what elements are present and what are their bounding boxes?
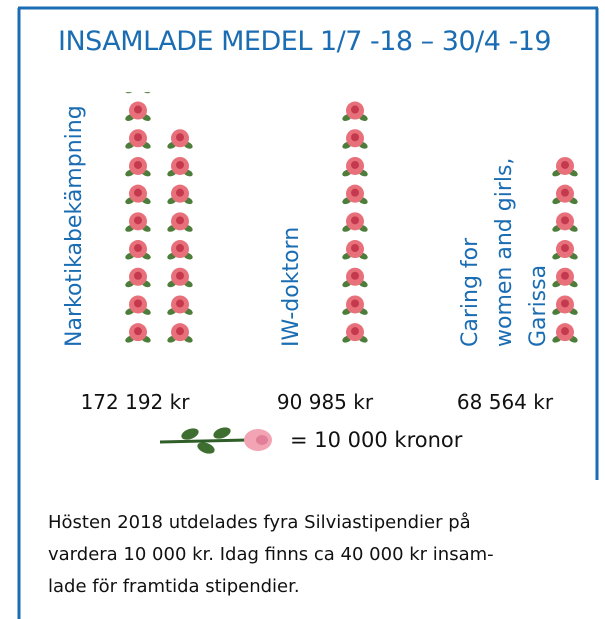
rose-center — [176, 327, 184, 335]
rose — [166, 129, 194, 150]
page: INSAMLADE MEDEL 1/7 -18 – 30/4 -19 Narko… — [0, 0, 605, 619]
rose-center — [176, 133, 184, 141]
rose-leaf — [166, 113, 178, 123]
rose — [166, 323, 194, 344]
rose — [166, 268, 194, 289]
rose-center — [561, 189, 569, 197]
rose-stem — [160, 440, 248, 442]
rose-leaf — [357, 85, 369, 95]
category-label: IW-doktorn — [275, 77, 309, 347]
rose — [124, 295, 152, 316]
rose-petals — [346, 74, 364, 92]
note-line: lade för framtida stipendier. — [48, 576, 300, 597]
rose-center — [351, 327, 359, 335]
rose-center — [351, 106, 359, 114]
category-label: Caring for women and girls, Garissa — [454, 157, 556, 347]
rose-center — [134, 106, 142, 114]
rose-leaf — [341, 85, 353, 95]
rose-center — [561, 244, 569, 252]
rose — [341, 157, 369, 178]
rose — [166, 212, 194, 233]
rose-center — [256, 435, 268, 445]
rose-leaf — [212, 425, 232, 441]
rose — [124, 268, 152, 289]
rose — [166, 157, 194, 178]
rose-center — [134, 244, 142, 252]
rose-center — [134, 189, 142, 197]
rose-center — [134, 299, 142, 307]
rose-center — [561, 161, 569, 169]
rose — [166, 240, 194, 261]
rose-center — [351, 244, 359, 252]
rose-petals — [129, 74, 147, 92]
rose-leaf — [182, 113, 194, 123]
rose-center — [561, 327, 569, 335]
rose-center — [176, 216, 184, 224]
rose-leaf — [140, 85, 152, 95]
rose-center — [176, 272, 184, 280]
rose — [124, 74, 152, 95]
rose-center — [351, 216, 359, 224]
rose-leaf — [180, 426, 200, 442]
rose — [124, 185, 152, 206]
rose-center — [351, 161, 359, 169]
rose — [124, 212, 152, 233]
rose — [124, 157, 152, 178]
rose — [341, 323, 369, 344]
rose — [341, 185, 369, 206]
rose-center — [351, 272, 359, 280]
rose-center — [134, 78, 142, 86]
rose-center — [176, 189, 184, 197]
rose — [341, 212, 369, 233]
rose — [341, 129, 369, 150]
rose — [166, 102, 194, 123]
rose-center — [176, 244, 184, 252]
rose-center — [561, 216, 569, 224]
rose-center — [351, 78, 359, 86]
rose — [124, 129, 152, 150]
rose — [341, 240, 369, 261]
rose-center — [134, 216, 142, 224]
legend-label: = 10 000 kronor — [290, 428, 462, 452]
rose — [124, 323, 152, 344]
rose-petals — [171, 102, 189, 120]
rose-center — [134, 161, 142, 169]
rose-center — [561, 299, 569, 307]
rose — [341, 102, 369, 123]
note-line: Hösten 2018 utdelades fyra Silviastipend… — [48, 512, 471, 533]
rose-leaf — [124, 85, 136, 95]
rose-center — [351, 133, 359, 141]
value-label: 172 192 kr — [55, 390, 215, 414]
rose — [124, 240, 152, 261]
rose-center — [176, 106, 184, 114]
rose — [124, 102, 152, 123]
rose — [166, 185, 194, 206]
value-label: 90 985 kr — [245, 390, 405, 414]
value-label: 68 564 kr — [425, 390, 585, 414]
rose — [341, 268, 369, 289]
rose-center — [351, 299, 359, 307]
rose — [341, 295, 369, 316]
rose-center — [134, 327, 142, 335]
legend-icon — [160, 425, 272, 456]
rose — [166, 295, 194, 316]
rose-center — [176, 161, 184, 169]
rose-center — [134, 272, 142, 280]
rose-center — [351, 189, 359, 197]
category-label: Narkotikabekämpning — [58, 77, 92, 347]
rose-center — [134, 133, 142, 141]
rose-center — [561, 272, 569, 280]
rose — [341, 74, 369, 95]
note-line: vardera 10 000 kr. Idag finns ca 40 000 … — [48, 544, 494, 565]
chart-title: INSAMLADE MEDEL 1/7 -18 – 30/4 -19 — [58, 26, 551, 57]
rose-center — [176, 299, 184, 307]
